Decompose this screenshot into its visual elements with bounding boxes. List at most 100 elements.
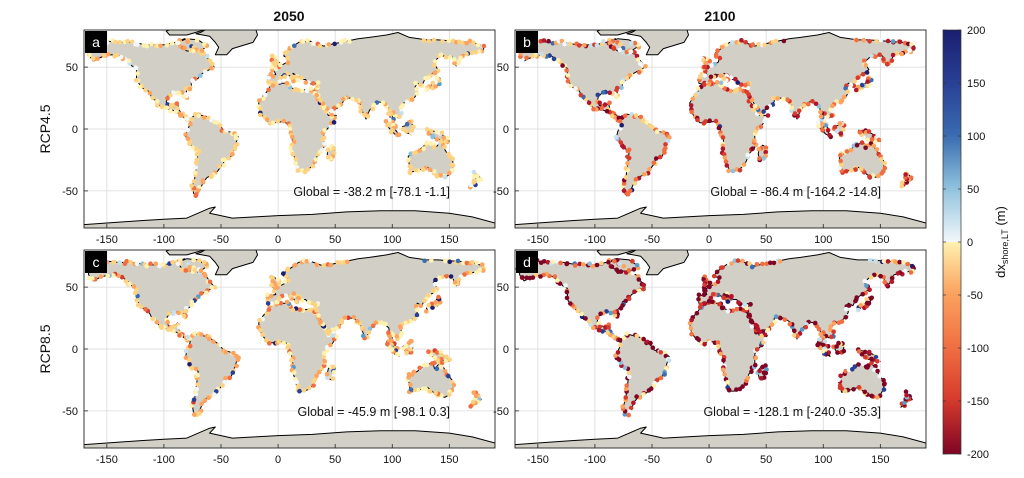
coast-dot <box>383 119 389 124</box>
coast-dot <box>820 127 825 132</box>
coast-dot <box>734 387 739 392</box>
x-tick-label: 50 <box>760 454 772 466</box>
coast-dot <box>403 128 409 134</box>
coast-dot <box>269 64 275 70</box>
colorbar: 200 150 100 50 0 -50 -100 -150 -200 dxshore,LT (… <box>942 25 1010 461</box>
coast-dot <box>396 132 402 138</box>
coast-dot <box>422 258 427 264</box>
coast-dot <box>903 172 908 177</box>
coast-dot <box>210 61 215 67</box>
coast-dot <box>270 74 276 79</box>
coast-dot <box>690 96 696 102</box>
coast-dot <box>370 106 376 112</box>
coast-dot <box>278 75 283 81</box>
coast-dot <box>175 261 181 267</box>
coast-dot <box>414 312 420 318</box>
coast-dot <box>709 63 714 68</box>
coast-dot <box>441 135 447 140</box>
coast-dot <box>451 57 457 62</box>
coast-dot <box>197 148 202 154</box>
coast-dot <box>609 113 615 118</box>
coast-dot <box>524 275 529 281</box>
coast-dot <box>261 96 266 101</box>
coast-dot <box>846 367 852 373</box>
coast-dot <box>853 167 858 172</box>
coast-dot <box>234 363 239 369</box>
coast-dot <box>701 292 707 298</box>
coast-dot <box>607 100 612 106</box>
coast-dot <box>607 90 612 96</box>
coast-dot <box>897 39 903 45</box>
coast-dot <box>564 289 570 295</box>
coast-dot <box>764 367 769 372</box>
column-title-2050: 2050 <box>273 8 304 24</box>
land-ellesmere <box>165 250 205 256</box>
coast-dot <box>621 335 627 341</box>
coast-dot <box>620 49 626 55</box>
coast-dot <box>204 290 209 296</box>
coast-dot <box>218 342 224 348</box>
coast-dot <box>718 80 724 86</box>
coast-dot <box>292 43 297 49</box>
coast-dot <box>707 340 712 345</box>
coast-dot <box>206 395 211 401</box>
coast-dot <box>881 258 887 264</box>
coast-dot <box>281 271 286 276</box>
coast-dot <box>385 341 390 347</box>
coast-dot <box>422 298 427 304</box>
coast-dot <box>315 80 321 85</box>
coast-dot <box>818 332 823 337</box>
coast-dot <box>266 79 271 85</box>
land-greenland <box>626 250 689 276</box>
coast-dot <box>427 388 432 394</box>
coast-dot <box>885 259 891 264</box>
coast-dot <box>757 156 762 161</box>
coast-dot <box>518 54 523 59</box>
coast-dot <box>862 278 868 284</box>
coast-dot <box>475 177 481 183</box>
coast-dot <box>185 39 190 44</box>
coast-dot <box>189 117 195 122</box>
coast-dot <box>332 41 337 47</box>
coast-dot <box>595 92 601 98</box>
coast-dot <box>269 293 274 299</box>
coast-dot <box>641 286 646 292</box>
coast-dot <box>183 132 188 137</box>
coast-dot <box>284 299 290 305</box>
coast-dot <box>460 40 466 46</box>
coast-dot <box>598 106 604 111</box>
coast-dot <box>430 288 436 294</box>
coast-dot <box>321 135 327 140</box>
coast-dot <box>294 299 299 304</box>
coast-dot <box>424 127 430 132</box>
coast-dot <box>358 109 363 114</box>
x-tick-label: -150 <box>527 454 549 466</box>
coast-dot <box>111 259 117 265</box>
coast-dot <box>313 306 319 311</box>
coast-dot <box>409 97 415 102</box>
coast-dot <box>193 165 198 170</box>
coast-dot <box>205 53 210 59</box>
coast-dot <box>618 42 623 47</box>
coast-dot <box>434 366 440 372</box>
coast-dot <box>867 258 873 263</box>
coast-dot <box>869 137 875 142</box>
coast-dot <box>438 52 444 58</box>
coast-dot <box>471 40 476 45</box>
coast-dot <box>546 38 551 44</box>
coast-dot <box>304 88 310 94</box>
coast-dot <box>165 96 170 101</box>
coast-dot <box>311 383 316 388</box>
coast-dot <box>458 55 464 61</box>
coast-dot <box>650 345 656 351</box>
coast-dot <box>606 325 611 330</box>
coast-dot <box>291 78 296 84</box>
coast-dot <box>630 270 636 276</box>
coast-dot <box>187 361 192 367</box>
coast-dot <box>266 307 272 312</box>
coast-dot <box>215 120 220 125</box>
coast-dot <box>740 258 745 264</box>
panel-d: -150 -100 -50 0 50 100 150 50 0 -50 d Global = -128… <box>493 249 927 466</box>
coast-dot <box>761 156 766 161</box>
global-statistic: Global = -128.1 m [-240.0 -35.3] <box>703 405 881 419</box>
